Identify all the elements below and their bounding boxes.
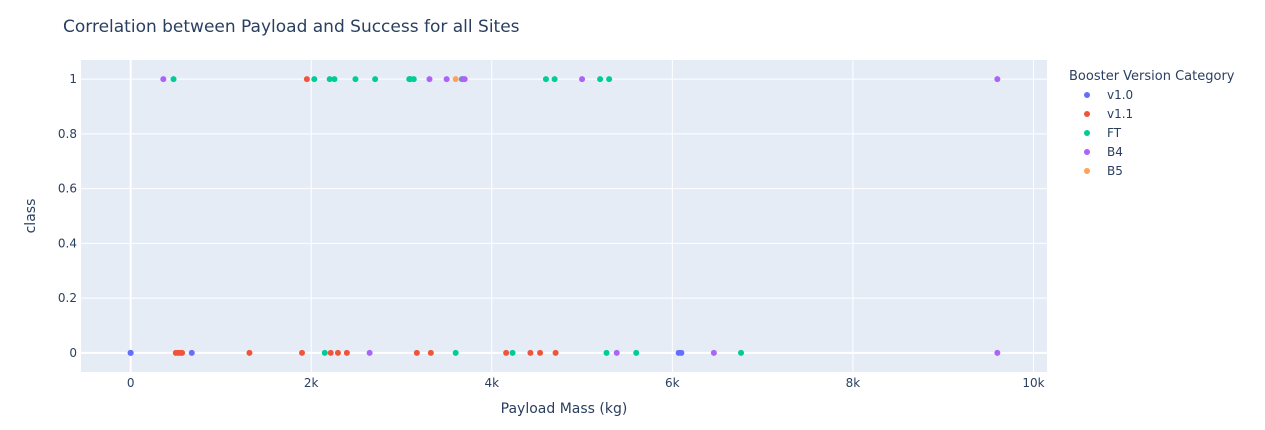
grid-lines bbox=[81, 60, 1047, 372]
point-v1-0[interactable] bbox=[678, 349, 685, 356]
point-b4[interactable] bbox=[461, 76, 468, 83]
point-v1-1[interactable] bbox=[327, 349, 334, 356]
point-v1-1[interactable] bbox=[343, 349, 350, 356]
point-ft[interactable] bbox=[352, 76, 359, 83]
point-v1-1[interactable] bbox=[299, 349, 306, 356]
y-tick-label: 0.8 bbox=[58, 127, 77, 141]
point-b4[interactable] bbox=[426, 76, 433, 83]
zero-lines bbox=[81, 60, 1047, 372]
legend-marker bbox=[1084, 92, 1090, 98]
legend[interactable]: Booster Version Category v1.0 v1.1 FT B4 B5 bbox=[1069, 69, 1235, 178]
point-ft[interactable] bbox=[738, 349, 745, 356]
legend-item-v1-1[interactable]: v1.1 bbox=[1084, 107, 1133, 121]
point-b4[interactable] bbox=[366, 349, 373, 356]
legend-item-v1-0[interactable]: v1.0 bbox=[1084, 88, 1133, 102]
legend-marker bbox=[1084, 168, 1090, 174]
point-ft[interactable] bbox=[509, 349, 516, 356]
legend-label: v1.1 bbox=[1107, 107, 1133, 121]
x-tick-label: 0 bbox=[127, 376, 135, 390]
y-tick-label: 0.4 bbox=[58, 236, 77, 250]
point-ft[interactable] bbox=[542, 76, 549, 83]
legend-label: v1.0 bbox=[1107, 88, 1133, 102]
legend-label: B5 bbox=[1107, 164, 1123, 178]
point-ft[interactable] bbox=[452, 349, 459, 356]
point-ft[interactable] bbox=[311, 76, 318, 83]
point-v1-1[interactable] bbox=[246, 349, 253, 356]
point-ft[interactable] bbox=[606, 76, 613, 83]
point-v1-1[interactable] bbox=[552, 349, 559, 356]
x-tick-label: 2k bbox=[304, 376, 319, 390]
point-ft[interactable] bbox=[633, 349, 640, 356]
point-ft[interactable] bbox=[551, 76, 558, 83]
legend-label: FT bbox=[1107, 126, 1122, 140]
chart-title: Correlation between Payload and Success … bbox=[63, 17, 520, 37]
data-points bbox=[127, 76, 1001, 356]
point-b4[interactable] bbox=[579, 76, 586, 83]
point-b4[interactable] bbox=[613, 349, 620, 356]
y-axis-label: class bbox=[23, 199, 39, 234]
point-ft[interactable] bbox=[597, 76, 604, 83]
point-v1-1[interactable] bbox=[334, 349, 341, 356]
x-tick-label: 6k bbox=[665, 376, 680, 390]
legend-item-ft[interactable]: FT bbox=[1084, 126, 1122, 140]
point-ft[interactable] bbox=[372, 76, 379, 83]
legend-title: Booster Version Category bbox=[1069, 69, 1235, 84]
point-b4[interactable] bbox=[160, 76, 167, 83]
legend-item-b4[interactable]: B4 bbox=[1084, 145, 1123, 159]
point-b4[interactable] bbox=[994, 349, 1001, 356]
x-axis-label: Payload Mass (kg) bbox=[501, 401, 628, 417]
plot-area bbox=[81, 60, 1047, 372]
point-ft[interactable] bbox=[321, 349, 328, 356]
x-axis-ticks: 0 2k 4k 6k 8k 10k bbox=[127, 376, 1045, 390]
point-v1-1[interactable] bbox=[303, 76, 310, 83]
point-ft[interactable] bbox=[603, 349, 610, 356]
point-ft[interactable] bbox=[331, 76, 338, 83]
x-tick-label: 10k bbox=[1022, 376, 1044, 390]
point-v1-1[interactable] bbox=[413, 349, 420, 356]
point-v1-0[interactable] bbox=[127, 349, 134, 356]
point-v1-1[interactable] bbox=[503, 349, 510, 356]
legend-marker bbox=[1084, 111, 1090, 117]
legend-label: B4 bbox=[1107, 145, 1123, 159]
point-v1-1[interactable] bbox=[527, 349, 534, 356]
x-tick-label: 4k bbox=[484, 376, 499, 390]
y-axis-ticks: 0 0.2 0.4 0.6 0.8 1 bbox=[58, 72, 77, 360]
y-tick-label: 0 bbox=[69, 346, 77, 360]
point-ft[interactable] bbox=[326, 76, 333, 83]
point-ft[interactable] bbox=[170, 76, 177, 83]
legend-item-b5[interactable]: B5 bbox=[1084, 164, 1123, 178]
point-v1-1[interactable] bbox=[537, 349, 544, 356]
point-b5[interactable] bbox=[452, 76, 459, 83]
y-tick-label: 1 bbox=[69, 72, 77, 86]
point-v1-0[interactable] bbox=[188, 349, 195, 356]
point-v1-1[interactable] bbox=[427, 349, 434, 356]
x-tick-label: 8k bbox=[846, 376, 861, 390]
legend-marker bbox=[1084, 130, 1090, 136]
y-tick-label: 0.2 bbox=[58, 291, 77, 305]
point-ft[interactable] bbox=[410, 76, 417, 83]
point-b4[interactable] bbox=[994, 76, 1001, 83]
y-tick-label: 0.6 bbox=[58, 182, 77, 196]
point-b4[interactable] bbox=[443, 76, 450, 83]
legend-marker bbox=[1084, 149, 1090, 155]
point-b4[interactable] bbox=[710, 349, 717, 356]
point-v1-1[interactable] bbox=[179, 349, 186, 356]
